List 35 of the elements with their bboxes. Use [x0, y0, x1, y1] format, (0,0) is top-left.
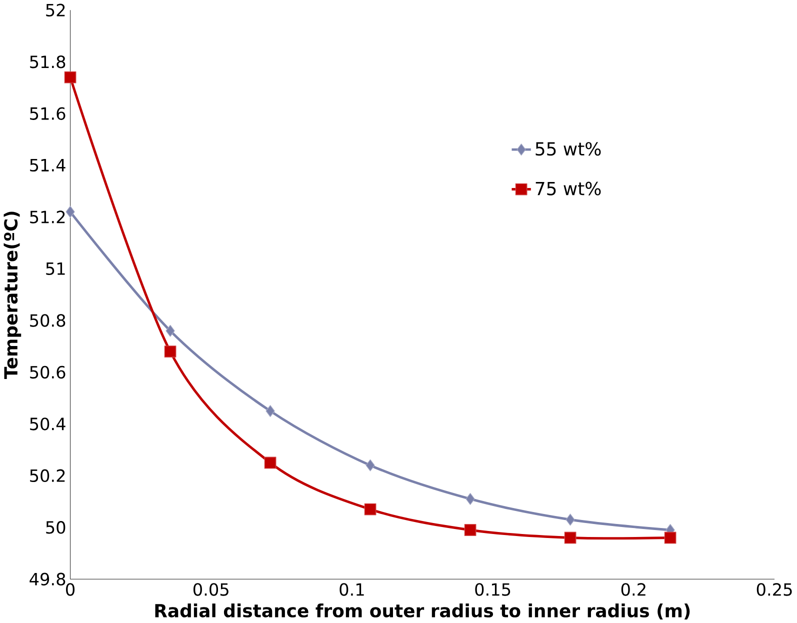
- x-axis-title: Radial distance from outer radius to inner radius (m): [155, 603, 690, 620]
- y-tick-label: 51: [46, 262, 65, 275]
- point: [66, 206, 75, 218]
- x-tick-label: 0.05: [193, 582, 228, 596]
- x-tick-label: 0.1: [340, 582, 364, 596]
- point: [266, 404, 275, 417]
- y-tick-label: 52: [46, 4, 65, 16]
- y-tick-label: 49.8: [30, 572, 66, 586]
- point: [64, 71, 76, 84]
- point: [364, 503, 376, 516]
- point: [166, 324, 175, 337]
- point: [164, 345, 176, 358]
- point: [464, 524, 476, 536]
- y-tick-label: 50.4: [30, 417, 66, 430]
- x-tick-label: 0.15: [475, 582, 510, 596]
- point: [664, 532, 676, 544]
- y-tick-label: 50: [46, 520, 66, 534]
- y-tick-label: 50.8: [30, 314, 66, 327]
- y-tick-label: 51.8: [30, 55, 66, 68]
- point: [264, 456, 276, 469]
- point: [566, 514, 575, 526]
- point: [366, 459, 375, 472]
- y-axis-title: Temperature(ºC): [4, 212, 22, 379]
- y-tick-label: 51.6: [30, 107, 66, 120]
- legend-label: 75 wt%: [536, 182, 601, 196]
- point: [466, 492, 475, 505]
- y-tick-label: 51.2: [30, 210, 65, 224]
- x-tick-label: 0.25: [756, 582, 792, 596]
- legend-label: 55 wt%: [536, 142, 601, 156]
- y-tick-label: 50.6: [30, 366, 66, 378]
- x-tick-label: 0.2: [621, 582, 646, 596]
- y-tick-label: 51.4: [30, 158, 66, 172]
- y-tick-label: 50.2: [30, 469, 65, 482]
- x-tick-label: 0: [66, 582, 75, 596]
- point: [564, 532, 576, 544]
